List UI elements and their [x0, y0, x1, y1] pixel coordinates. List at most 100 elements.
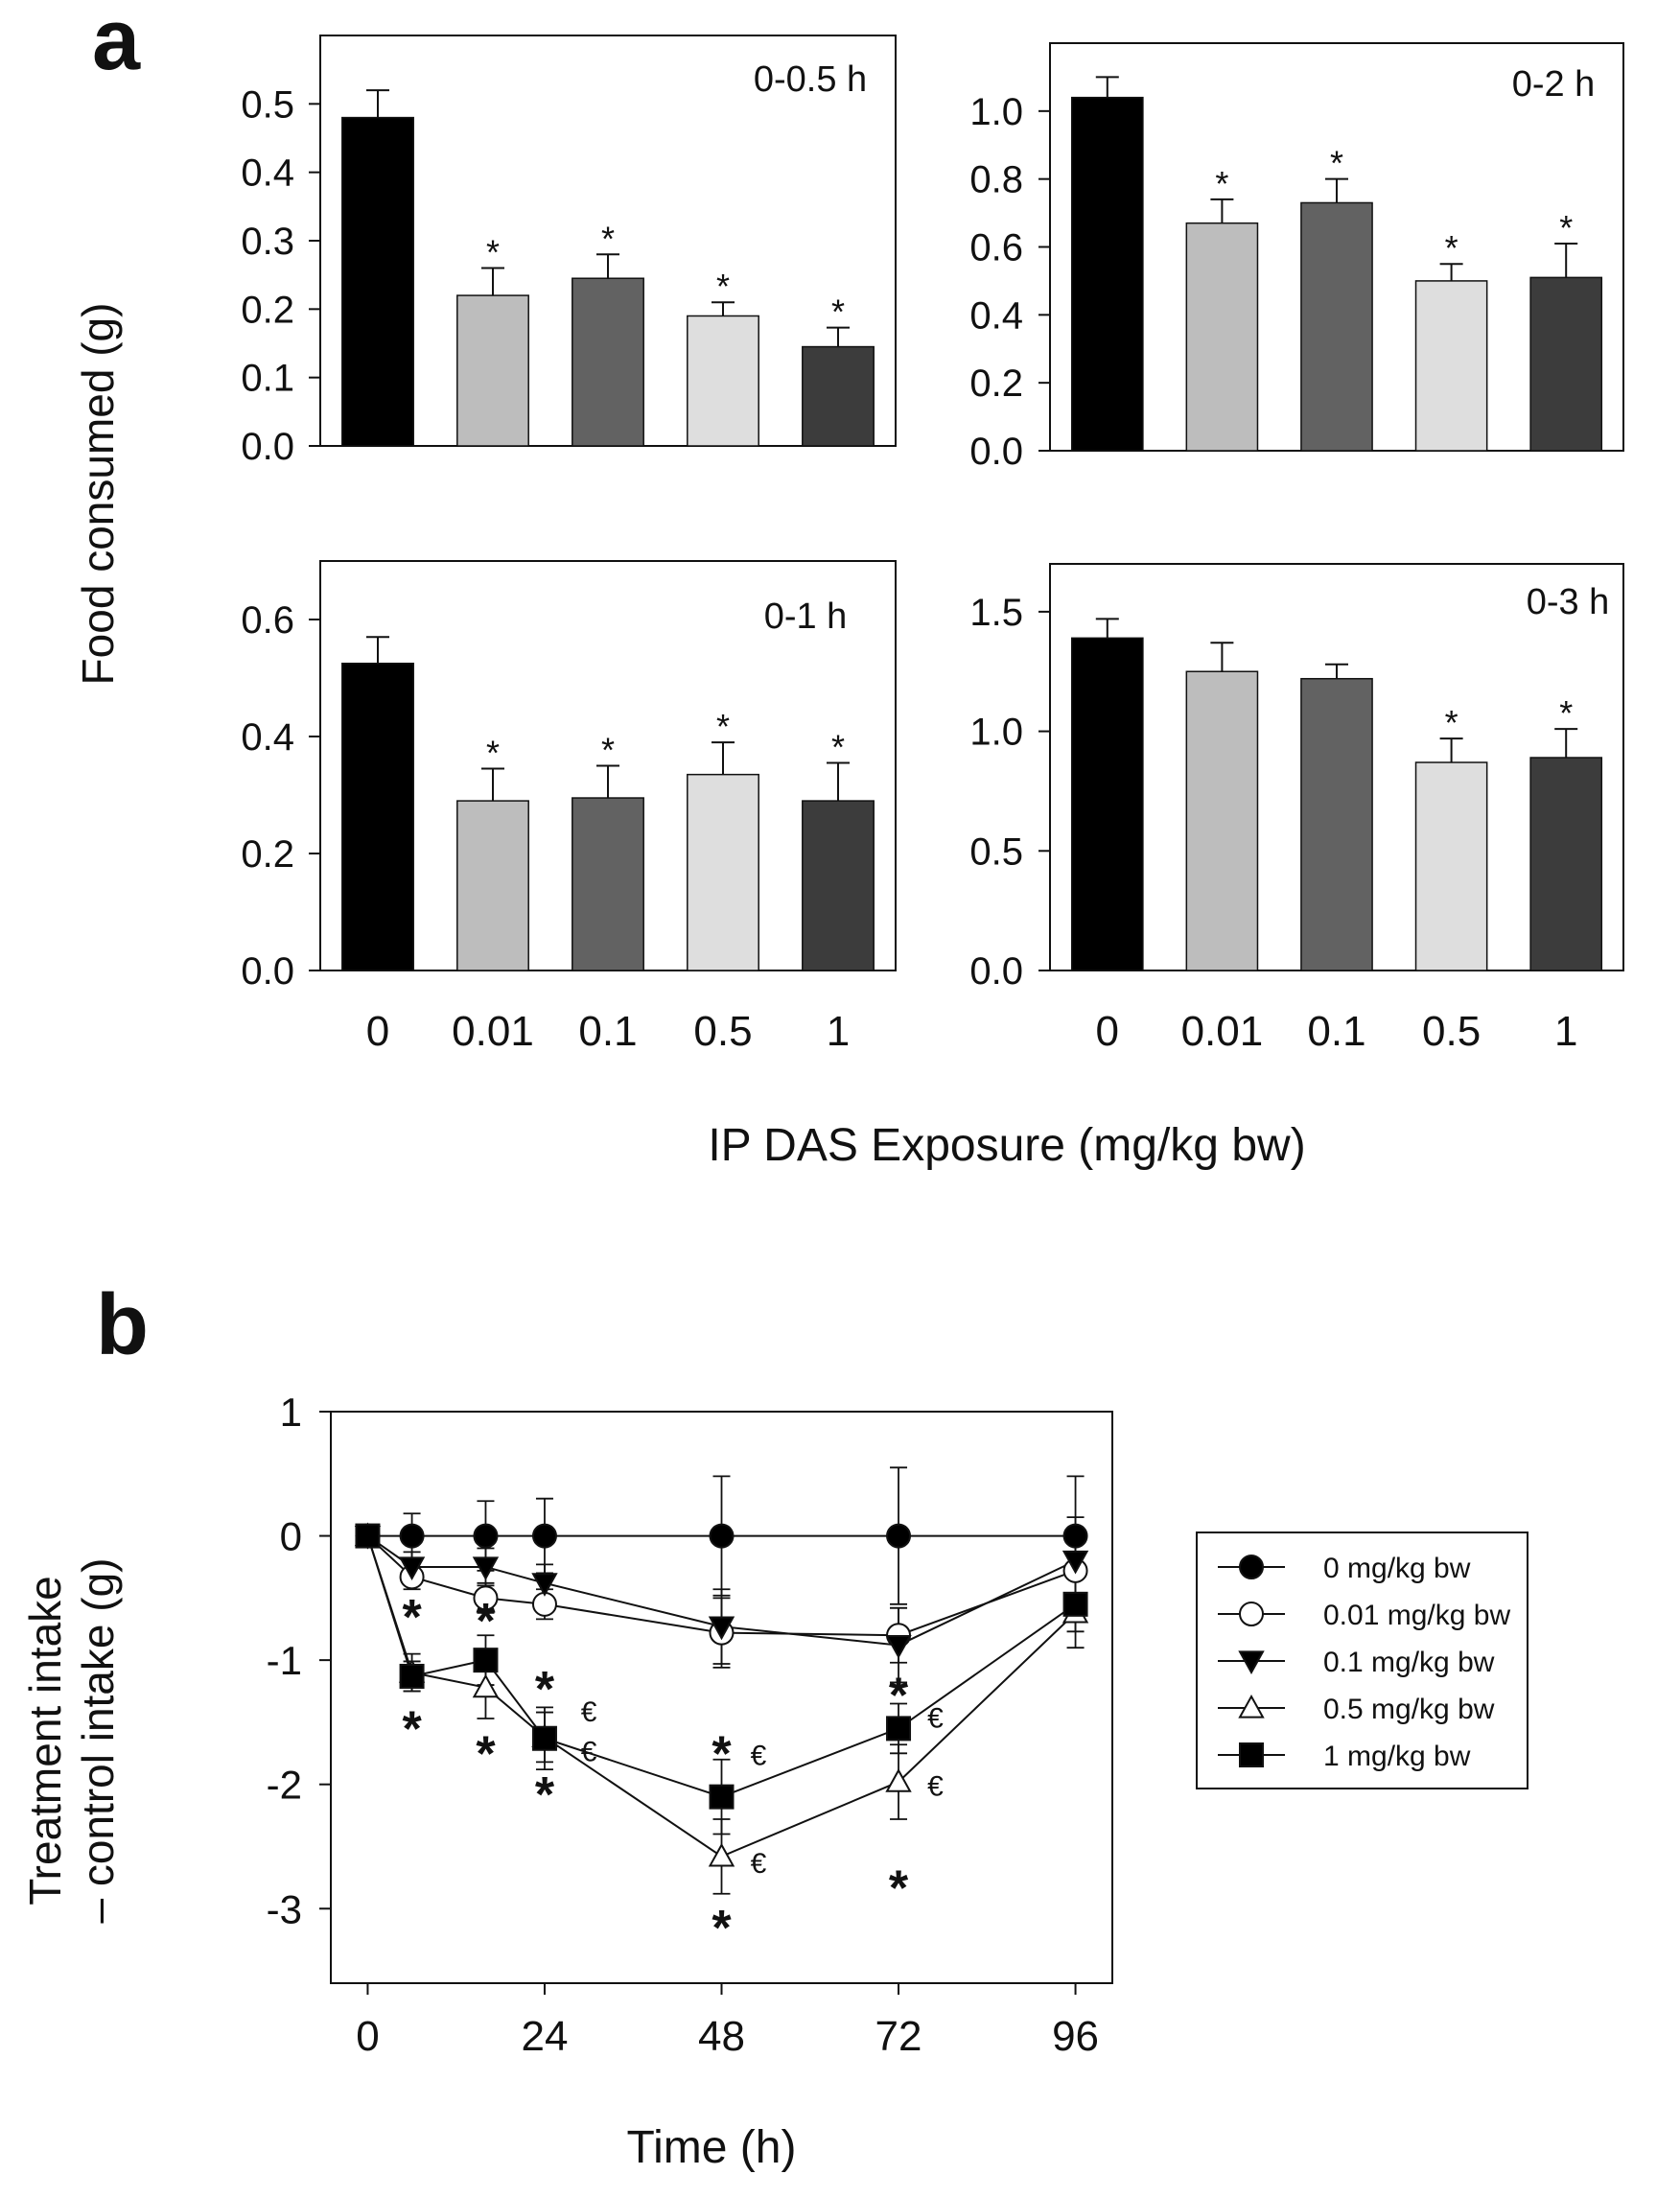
bar-chart-0-significance: * [831, 292, 845, 332]
line-series-2-point [531, 1573, 558, 1597]
bar-chart-3-xtick-label: 0.01 [1181, 1008, 1264, 1055]
bar-chart-0-ytick-label: 0.1 [241, 358, 294, 400]
line-series-0-point [709, 1523, 735, 1549]
line-series-4-point [886, 1716, 912, 1742]
significance-star: * [889, 1669, 909, 1724]
significance-star: * [535, 1767, 555, 1823]
line-series-2-point [472, 1556, 500, 1581]
legend-entry-label: 0.5 mg/kg bw [1323, 1694, 1495, 1725]
bar-chart-3-significance: * [1445, 703, 1458, 742]
bar-chart-2-significance: * [486, 734, 500, 773]
bar-chart-1-bar [1070, 96, 1144, 452]
bar-chart-0-bar [687, 315, 759, 447]
line-series-3-point [885, 1768, 912, 1792]
bar-chart-3-ytick-label: 1.0 [969, 712, 1023, 754]
line-series-4-point [399, 1663, 425, 1689]
charts-group: 0.0 0.1 0.2 0.3 0.4 0.5 0-0.5 h * * * * 0.0 0.2 0.4 0.… [241, 35, 1624, 2060]
bar-chart-0-ytick-label: 0.5 [241, 83, 294, 126]
bar-chart-0-ytick-label: 0.4 [241, 152, 294, 195]
bar-chart-3-ytick-label: 0.0 [969, 950, 1023, 993]
bar-chart-0-ytick-label: 0.2 [241, 289, 294, 331]
legend-entry-label: 1 mg/kg bw [1323, 1741, 1471, 1772]
line-chart-ytick-label: -1 [267, 1638, 302, 1683]
legend-marker [1239, 1555, 1264, 1579]
bar-chart-1-ytick-label: 0.2 [969, 362, 1023, 405]
line-chart-ytick-label: -3 [267, 1886, 302, 1931]
bar-chart-1-significance: * [1559, 208, 1573, 247]
bar-chart-3-bar [1185, 670, 1259, 971]
bar-chart-0-bar [802, 345, 875, 447]
line-chart-xtick-label: 0 [356, 2013, 379, 2060]
line-series-4-point [531, 1725, 557, 1751]
bar-chart-2-xtick-label: 0.01 [452, 1008, 534, 1055]
bar-chart-2-significance: * [601, 731, 615, 770]
bar-chart-0-ytick-label: 0.3 [241, 221, 294, 263]
bar-chart-2-bar [572, 797, 644, 971]
panel-a-xlabel: IP DAS Exposure (mg/kg bw) [708, 1120, 1305, 1171]
bar-chart-2-ytick-label: 0.0 [241, 950, 294, 993]
significance-star: * [712, 1901, 732, 1956]
line-series-2-point [885, 1634, 912, 1659]
line-chart-xtick-label: 24 [521, 2013, 568, 2060]
legend-entry-label: 0 mg/kg bw [1323, 1553, 1471, 1584]
bar-chart-2-xtick-label: 0 [366, 1008, 389, 1055]
line-series-0-point [886, 1523, 912, 1549]
bar-chart-0-bar [572, 277, 644, 447]
significance-star: * [889, 1860, 909, 1916]
legend-entry-label: 0.01 mg/kg bw [1323, 1600, 1510, 1631]
bar-chart-2-bar [687, 773, 759, 971]
line-series-0-point [531, 1523, 557, 1549]
line-series-0-point [473, 1523, 499, 1549]
significance-euro: € [927, 1702, 944, 1734]
bar-chart-2-xtick-label: 0.5 [693, 1008, 752, 1055]
significance-euro: € [927, 1771, 944, 1803]
line-series-4-point [473, 1648, 499, 1673]
bar-chart-1-bar [1529, 276, 1603, 452]
bar-chart-3-ytick-label: 1.5 [969, 592, 1023, 634]
bar-chart-1-bar [1300, 201, 1373, 452]
bar-chart-3-ytick-label: 0.5 [969, 830, 1023, 873]
significance-star: * [712, 1726, 732, 1782]
bar-chart-3-xtick-label: 0 [1096, 1008, 1119, 1055]
bar-chart-0-significance: * [486, 233, 500, 272]
line-series-4-point [1062, 1591, 1088, 1617]
bar-chart-2-bar [802, 800, 875, 971]
significance-star: * [402, 1702, 422, 1758]
bar-chart-1-ytick-label: 0.6 [969, 227, 1023, 269]
bar-chart-2-significance: * [716, 707, 730, 746]
line-series-2-point [398, 1556, 426, 1581]
bar-chart-2-title: 0-1 h [764, 596, 848, 637]
bar-chart-2-xtick-label: 0.1 [578, 1008, 637, 1055]
bar-chart-3-bar [1070, 637, 1144, 971]
line-series-0-point [1062, 1523, 1088, 1549]
line-series-0-point [399, 1523, 425, 1549]
significance-euro: € [581, 1736, 597, 1767]
bar-chart-2-significance: * [831, 727, 845, 766]
significance-star: * [476, 1726, 496, 1782]
bar-chart-0-title: 0-0.5 h [754, 59, 867, 100]
panel-b-label: b [96, 1277, 149, 1373]
bar-chart-0-bar [341, 116, 414, 447]
bar-chart-2-ytick-label: 0.2 [241, 833, 294, 876]
significance-euro: € [581, 1696, 597, 1728]
legend-entry-label: 0.1 mg/kg bw [1323, 1647, 1495, 1678]
bar-chart-3-bar [1300, 677, 1373, 971]
line-series-3-point [472, 1673, 500, 1698]
line-chart-xtick-label: 96 [1052, 2013, 1099, 2060]
bar-chart-0-bar [456, 294, 529, 447]
bar-chart-3-bar [1414, 761, 1488, 971]
bar-chart-2-bar [341, 663, 414, 971]
significance-euro: € [751, 1848, 767, 1880]
line-series-3-point [708, 1842, 735, 1867]
significance-euro: € [751, 1740, 767, 1771]
panel-b-ylabel-line2: – control intake (g) [73, 1558, 123, 1924]
significance-star: * [476, 1594, 496, 1649]
bar-chart-1-significance: * [1445, 228, 1458, 268]
line-series-2-point [708, 1616, 735, 1641]
bar-chart-1-significance: * [1330, 144, 1343, 183]
bar-chart-1-title: 0-2 h [1512, 64, 1596, 105]
legend-marker [1238, 1694, 1265, 1719]
bar-chart-0-significance: * [716, 267, 730, 306]
bar-chart-0-significance: * [601, 219, 615, 258]
legend-marker [1239, 1602, 1264, 1626]
